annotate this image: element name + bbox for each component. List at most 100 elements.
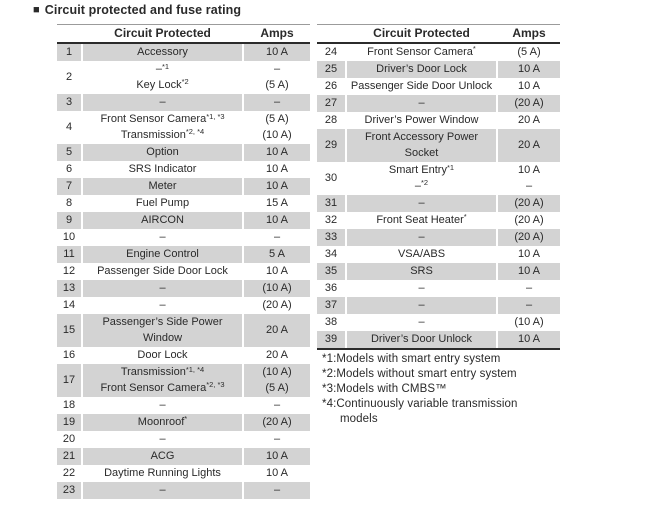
cell-line: 20 A bbox=[265, 348, 289, 361]
amps-cell: (20 A) bbox=[498, 95, 560, 112]
circuit-cell: – bbox=[83, 431, 242, 448]
table-row: 34 VSA/ABS 10 A bbox=[317, 246, 560, 263]
row-number: 39 bbox=[317, 331, 345, 348]
circuit-cell: Front Accessory Power Socket bbox=[347, 129, 496, 162]
cell-line: 10 A bbox=[265, 145, 289, 158]
cell-line: Window bbox=[142, 331, 183, 344]
row-number: 19 bbox=[57, 414, 81, 431]
cell-line: 20 A bbox=[265, 323, 289, 336]
amps-cell: (20 A) bbox=[498, 212, 560, 229]
cell-line: 10 A bbox=[517, 264, 541, 277]
row-number: 30 bbox=[324, 171, 338, 184]
cell-line: (20 A) bbox=[262, 415, 292, 428]
footnote-line: *2:Models without smart entry system bbox=[322, 368, 517, 380]
row-number: 26 bbox=[324, 79, 338, 92]
circuit-cell: Meter bbox=[83, 178, 242, 195]
circuit-cell: – bbox=[347, 95, 496, 112]
cell-line: 10 A bbox=[265, 264, 289, 277]
footnote-marker: * bbox=[184, 414, 188, 424]
table-row: 17 Transmission*1, *4 Front Sensor Camera*… bbox=[57, 364, 310, 397]
cell-line: –*1 bbox=[155, 61, 170, 76]
row-number: 10 bbox=[62, 230, 76, 243]
amps-cell: 20 A bbox=[244, 314, 310, 347]
row-number: 1 bbox=[57, 44, 81, 61]
cell-line: – bbox=[159, 95, 166, 108]
footnote-marker: *2 bbox=[181, 77, 189, 86]
circuit-cell: – bbox=[347, 314, 496, 331]
column-header-amps: Amps bbox=[260, 25, 294, 40]
circuit-cell: SRS bbox=[347, 263, 496, 280]
row-number: 7 bbox=[57, 178, 81, 195]
row-number: 13 bbox=[57, 280, 81, 297]
table-row: 39 Driver’s Door Unlock 10 A bbox=[317, 331, 560, 348]
circuit-cell: – bbox=[83, 297, 242, 314]
table-row: 20 – – bbox=[57, 431, 310, 448]
amps-cell: – bbox=[498, 280, 560, 297]
cell-line: (5 A) bbox=[265, 78, 289, 91]
amps-cell: 10 A bbox=[498, 61, 560, 78]
row-number: 4 bbox=[65, 120, 73, 133]
table-row: 9 AIRCON 10 A bbox=[57, 212, 310, 229]
column-header-circuit: Circuit Protected bbox=[373, 25, 470, 40]
table-row: 30 Smart Entry*1 –*2 10 A – bbox=[317, 162, 560, 195]
amps-cell: – bbox=[244, 397, 310, 414]
cell-line: – bbox=[525, 281, 533, 294]
row-number: 3 bbox=[57, 94, 81, 111]
circuit-cell: Front Sensor Camera* bbox=[347, 44, 496, 61]
table-row: 33 – (20 A) bbox=[317, 229, 560, 246]
amps-cell: (5 A) (10 A) bbox=[244, 111, 310, 144]
cell-line: – bbox=[273, 398, 281, 411]
cell-line: 10 A bbox=[517, 79, 541, 92]
amps-cell: – bbox=[244, 431, 310, 448]
row-number: 38 bbox=[324, 315, 338, 328]
amps-cell: 5 A bbox=[244, 246, 310, 263]
amps-cell: 10 A bbox=[244, 212, 310, 229]
cell-line: Driver’s Door Unlock bbox=[370, 332, 473, 345]
cell-line: – bbox=[418, 281, 425, 294]
footnote-marker: *2 bbox=[421, 178, 429, 187]
cell-line: – bbox=[159, 432, 166, 445]
cell-line: Meter bbox=[148, 179, 177, 192]
row-number: 20 bbox=[62, 432, 76, 445]
cell-line: Transmission*1, *4 bbox=[120, 364, 205, 379]
cell-line: (5 A) bbox=[517, 45, 541, 58]
row-number: 32 bbox=[324, 213, 338, 226]
table-row: 3 – – bbox=[57, 94, 310, 111]
table-row: 32 Front Seat Heater* (20 A) bbox=[317, 212, 560, 229]
circuit-cell: Front Seat Heater* bbox=[347, 212, 496, 229]
cell-line: 10 A bbox=[517, 164, 541, 176]
footnote-marker: * bbox=[463, 212, 467, 222]
amps-cell: 10 A bbox=[244, 144, 310, 161]
column-header-circuit: Circuit Protected bbox=[114, 25, 211, 40]
circuit-cell: – bbox=[347, 229, 496, 246]
table-row: 7 Meter 10 A bbox=[57, 178, 310, 195]
amps-cell: (20 A) bbox=[498, 195, 560, 212]
cell-line: Smart Entry*1 bbox=[388, 162, 455, 177]
row-number: 9 bbox=[57, 212, 81, 229]
fuse-table-right: Circuit Protected Amps 24 Front Sensor Came… bbox=[317, 24, 560, 350]
row-number: 24 bbox=[324, 45, 338, 58]
cell-line: – bbox=[525, 179, 533, 192]
amps-cell: (10 A) bbox=[244, 280, 310, 297]
circuit-cell: – bbox=[347, 297, 496, 314]
amps-cell: 10 A bbox=[244, 448, 310, 465]
amps-cell: 10 A bbox=[244, 44, 310, 61]
cell-line: – bbox=[159, 398, 166, 411]
circuit-cell: Driver’s Power Window bbox=[347, 112, 496, 129]
amps-cell: – bbox=[244, 229, 310, 246]
cell-line: Option bbox=[146, 145, 179, 158]
cell-line: – bbox=[159, 483, 166, 496]
cell-line: 20 A bbox=[517, 113, 541, 126]
cell-line: Socket bbox=[404, 146, 439, 159]
amps-cell: – bbox=[498, 297, 560, 314]
cell-line: Key Lock*2 bbox=[136, 77, 189, 91]
cell-line: – bbox=[273, 230, 281, 243]
row-number: 28 bbox=[324, 113, 338, 126]
cell-line: 5 A bbox=[269, 247, 285, 260]
row-number: 15 bbox=[57, 314, 81, 347]
circuit-cell: Door Lock bbox=[83, 347, 242, 364]
cell-line: 10 A bbox=[265, 213, 289, 226]
circuit-cell: Option bbox=[83, 144, 242, 161]
footnote-line: models bbox=[340, 413, 378, 425]
